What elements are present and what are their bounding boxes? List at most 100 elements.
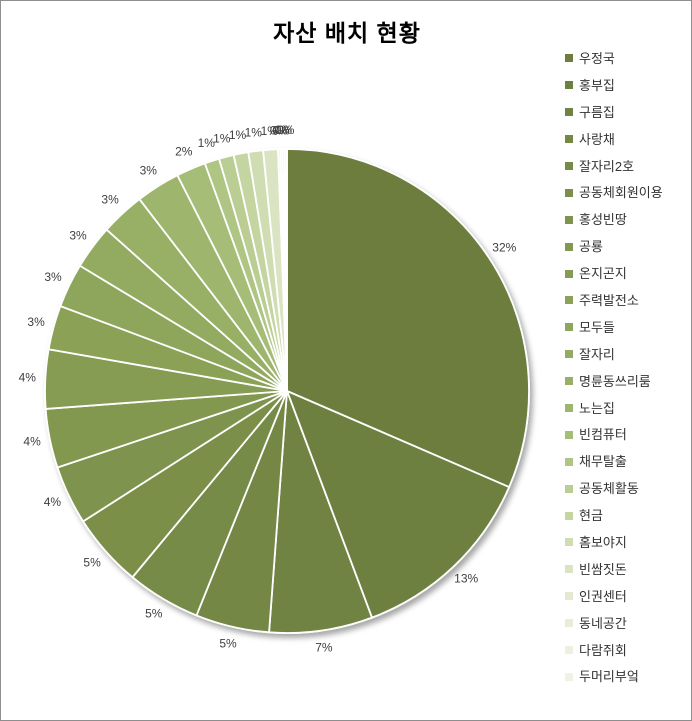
legend-item[interactable]: 주력발전소: [565, 287, 663, 314]
pie-slice[interactable]: [268, 390, 374, 634]
legend-swatch-icon: [565, 538, 573, 547]
slice-percent-label: 1%: [198, 136, 216, 150]
legend-item-label: 홍부집: [579, 77, 615, 93]
slice-percent-label: 5%: [83, 555, 101, 569]
legend-item[interactable]: 노는집: [565, 395, 663, 422]
legend-swatch-icon: [565, 565, 573, 574]
legend-item[interactable]: 다람쥐회: [565, 637, 663, 664]
legend-item-label: 현금: [579, 508, 603, 524]
legend-item[interactable]: 동네공간: [565, 610, 663, 637]
slice-percent-label: 1%: [229, 128, 247, 142]
legend-item[interactable]: 채무탈출: [565, 448, 663, 475]
legend-item-label: 인권센터: [579, 588, 627, 604]
legend-swatch-icon: [565, 457, 573, 466]
legend-item-label: 다람쥐회: [579, 642, 627, 658]
slice-percent-label: 0%: [272, 123, 290, 137]
legend-swatch-icon: [565, 592, 573, 601]
legend-item-label: 홈보야지: [579, 534, 627, 550]
slice-percent-label: 4%: [44, 495, 62, 509]
legend-item-label: 빈컴퓨터: [579, 427, 627, 443]
legend-swatch-icon: [565, 269, 573, 278]
legend-swatch-icon: [565, 511, 573, 520]
legend-item-label: 명륜동쓰리룸: [579, 373, 651, 389]
legend-item-label: 공동체회원이용: [579, 185, 663, 201]
slice-percent-label: 5%: [219, 636, 237, 650]
legend-item-label: 채무탈출: [579, 454, 627, 470]
slice-percent-label: 1%: [213, 131, 231, 145]
legend-item-label: 사랑채: [579, 131, 615, 147]
legend-item[interactable]: 홈보야지: [565, 529, 663, 556]
legend-swatch-icon: [565, 404, 573, 413]
legend-item-label: 공룡: [579, 239, 603, 255]
slice-percent-label: 4%: [23, 434, 41, 448]
legend-item[interactable]: 명륜동쓰리룸: [565, 368, 663, 395]
legend-item[interactable]: 빈쌈짓돈: [565, 556, 663, 583]
legend-item-label: 온지곤지: [579, 266, 627, 282]
legend-item-label: 공동체활동: [579, 481, 639, 497]
legend-swatch-icon: [565, 323, 573, 332]
legend-item-label: 주력발전소: [579, 292, 639, 308]
legend-item[interactable]: 두머리부엌: [565, 663, 663, 690]
legend-swatch-icon: [565, 215, 573, 224]
legend-swatch-icon: [565, 619, 573, 628]
legend-swatch-icon: [565, 81, 573, 90]
legend-item-label: 잘자리2호: [579, 158, 635, 174]
legend-swatch-icon: [565, 162, 573, 170]
legend-item-label: 잘자리: [579, 346, 615, 362]
legend-swatch-icon: [565, 350, 573, 359]
legend-item-label: 빈쌈짓돈: [579, 561, 627, 577]
slice-percent-label: 32%: [492, 240, 516, 254]
legend-swatch-icon: [565, 108, 573, 117]
slice-percent-label: 0%: [275, 123, 293, 137]
legend-item[interactable]: 온지곤지: [565, 260, 663, 287]
slice-percent-label: 7%: [315, 641, 333, 655]
legend-swatch-icon: [565, 430, 573, 439]
legend-item[interactable]: 공동체활동: [565, 475, 663, 502]
chart-title: 자산 배치 현황: [273, 20, 421, 46]
legend-swatch-icon: [565, 54, 573, 63]
legend-swatch-icon: [565, 188, 573, 197]
legend-item[interactable]: 잘자리2호: [565, 153, 663, 180]
legend-item-label: 노는집: [579, 400, 615, 416]
legend-swatch-icon: [565, 242, 573, 251]
legend-item[interactable]: 사랑채: [565, 126, 663, 153]
legend-swatch-icon: [565, 135, 573, 144]
pie-slice[interactable]: [286, 148, 530, 489]
slice-percent-label: 3%: [101, 193, 119, 207]
legend-item[interactable]: 인권센터: [565, 583, 663, 610]
legend-item-label: 동네공간: [579, 615, 627, 631]
legend-swatch-icon: [565, 646, 573, 655]
slice-percent-label: 3%: [69, 229, 87, 243]
legend-item-label: 두머리부엌: [579, 669, 639, 685]
legend-swatch-icon: [565, 484, 573, 493]
pie-slice[interactable]: [283, 148, 288, 392]
pie-slice[interactable]: [285, 389, 511, 619]
legend-item[interactable]: 모두들: [565, 314, 663, 341]
legend-item[interactable]: 현금: [565, 502, 663, 529]
legend-item[interactable]: 빈컴퓨터: [565, 421, 663, 448]
slice-percent-label: 3%: [140, 163, 158, 177]
legend-item[interactable]: 홍성빈땅: [565, 206, 663, 233]
legend-item-label: 홍성빈땅: [579, 212, 627, 228]
legend-swatch-icon: [565, 672, 573, 681]
legend-item[interactable]: 구름집: [565, 99, 663, 126]
slice-percent-label: 0%: [277, 123, 295, 137]
slice-percent-label: 1%: [261, 124, 279, 138]
slice-percent-label: 1%: [245, 125, 263, 139]
legend-item-label: 모두들: [579, 319, 615, 335]
legend-item[interactable]: 잘자리: [565, 341, 663, 368]
legend-swatch-icon: [565, 377, 573, 386]
slice-percent-label: 4%: [19, 370, 37, 384]
slice-percent-label: 2%: [175, 145, 193, 159]
legend-item-label: 구름집: [579, 104, 615, 120]
legend-item[interactable]: 공룡: [565, 233, 663, 260]
legend-item[interactable]: 홍부집: [565, 72, 663, 99]
slice-percent-label: 13%: [454, 571, 478, 585]
slice-percent-label: 3%: [27, 315, 45, 329]
legend-item[interactable]: 우정국: [565, 45, 663, 72]
slice-percent-label: 0%: [270, 123, 288, 137]
legend-item[interactable]: 공동체회원이용: [565, 179, 663, 206]
